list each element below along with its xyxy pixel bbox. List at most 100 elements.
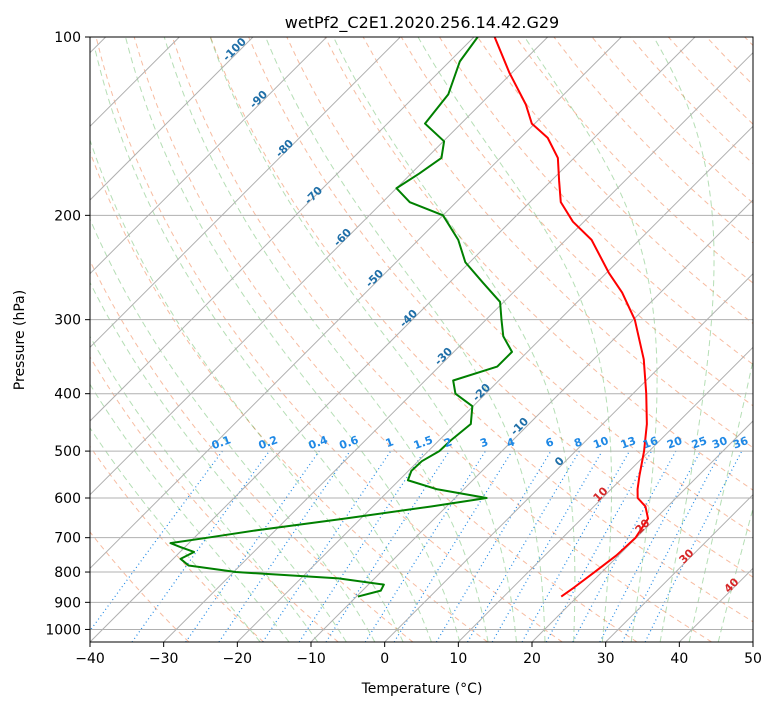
dry-adiabat (400, 37, 753, 407)
dry-adiabat (133, 37, 638, 642)
y-tick-label: 900 (54, 595, 81, 611)
adiabat-labels: 0.1 0.2 0.4 0.6 1 1.5 2 3 4 6 8 10 13 16 20 25 30 36-100-… (210, 35, 751, 596)
mixing-ratio-line (393, 450, 513, 642)
mixing-ratio-label: 10 (591, 434, 610, 452)
dry-adiabat (90, 150, 488, 642)
isotherm-line (384, 272, 753, 642)
moist-adiabat (94, 49, 432, 642)
dry-adiabat-label: -100 (220, 35, 249, 64)
mixing-ratio-line (185, 450, 320, 642)
mixing-ratio-label: 25 (690, 434, 709, 451)
dry-adiabat (515, 37, 753, 284)
x-tick-label: −10 (296, 651, 326, 667)
mixing-ratio-label: 30 (710, 434, 729, 452)
moist-adiabat (688, 358, 753, 642)
mixing-ratio-line (262, 450, 392, 642)
mixing-ratio-label: 6 (544, 435, 556, 450)
mixing-ratio-line (572, 450, 677, 642)
y-tick-label: 400 (54, 387, 81, 403)
x-tick-label: 10 (449, 651, 467, 667)
mixing-ratio-label: 3 (478, 435, 490, 450)
moist-adiabat (209, 37, 517, 642)
dewpoint-profile-line (169, 37, 513, 598)
dry-adiabat (477, 37, 753, 325)
moist-adiabat (265, 37, 546, 642)
dry-adiabat (90, 356, 339, 642)
moist-adiabat-label: 30 (677, 546, 697, 566)
dry-adiabat (95, 37, 563, 642)
background-lines (90, 37, 753, 642)
isotherm-line (90, 37, 475, 422)
isotherm-line (457, 346, 753, 642)
mixing-ratio-label: 0.4 (307, 433, 330, 452)
moist-adiabat (90, 138, 404, 642)
mixing-ratio-line (521, 450, 631, 642)
mixing-ratio-label: 0.6 (338, 433, 361, 452)
mixing-ratio-label: 13 (619, 434, 638, 451)
dry-adiabat (90, 531, 190, 642)
mixing-ratio-line (435, 450, 552, 642)
dry-adiabat-label: -50 (363, 267, 386, 290)
y-tick-label: 200 (54, 208, 81, 224)
mixing-ratio-line (90, 450, 223, 632)
dry-adiabat-label: -40 (397, 307, 420, 330)
y-tick-label: 300 (54, 313, 81, 329)
dry-adiabat (90, 259, 414, 642)
moist-adiabat-label: 20 (633, 516, 653, 536)
y-tick-label: 1000 (45, 622, 81, 638)
x-tick-label: −20 (223, 651, 253, 667)
isotherm-line (90, 37, 696, 642)
moist-adiabat (417, 37, 613, 642)
dry-adiabat (439, 37, 753, 366)
x-axis: −40 −30 −20 −10 0 10 20 30 40 50 (75, 642, 762, 667)
moist-adiabat (653, 37, 715, 642)
mixing-ratio-label: 1 (384, 435, 396, 450)
chart-title: wetPf2_C2E1.2020.256.14.42.G29 (285, 13, 559, 33)
mixing-ratio-label: 0.2 (257, 433, 280, 452)
mixing-ratio-line (599, 450, 702, 642)
mixing-ratio-label: 8 (572, 435, 584, 450)
isotherm-line (90, 37, 328, 275)
isotherm-line (90, 37, 622, 570)
isotherm-line (90, 37, 549, 496)
moist-adiabat (717, 506, 753, 642)
mixing-ratio-label: 36 (731, 434, 750, 452)
temperature-profile-line (493, 37, 650, 598)
mixing-ratio-line (131, 450, 270, 642)
moist-adiabat (524, 37, 658, 642)
moist-adiabat-label: 10 (591, 484, 611, 504)
dry-adiabat (210, 37, 753, 623)
dry-adiabat (248, 37, 753, 578)
plot-frame (89, 36, 754, 643)
moist-adiabat (125, 37, 461, 642)
moist-adiabat (90, 383, 290, 642)
isotherm-line (531, 420, 753, 642)
x-tick-label: 50 (744, 651, 762, 667)
mixing-ratio-label: 16 (641, 434, 660, 452)
y-tick-label: 500 (54, 444, 81, 460)
mixing-ratio-label: 0.1 (210, 433, 233, 452)
dry-adiabat (90, 445, 264, 642)
moist-adiabat (163, 37, 489, 642)
isotherm-line (163, 51, 753, 642)
y-axis: 100 200 300 400 500 600 700 800 900 1000 (45, 30, 90, 638)
y-tick-label: 100 (54, 30, 81, 46)
mixing-ratio-label: 2 (442, 435, 454, 450)
isotherm-line (752, 641, 753, 642)
x-tick-label: 30 (597, 651, 615, 667)
x-tick-label: 20 (523, 651, 541, 667)
moist-adiabat (332, 37, 576, 642)
isotherm-line (236, 125, 753, 642)
y-tick-label: 700 (54, 531, 81, 547)
isotherm-line (90, 37, 254, 201)
x-tick-label: −30 (149, 651, 179, 667)
x-tick-label: 0 (380, 651, 389, 667)
dry-adiabat-label: -90 (247, 88, 270, 111)
y-tick-label: 800 (54, 565, 81, 581)
x-axis-label: Temperature (°C) (361, 681, 483, 697)
mixing-ratio-line (218, 450, 351, 642)
moist-adiabat-label: 40 (722, 575, 742, 595)
mixing-ratio-line (325, 450, 450, 642)
